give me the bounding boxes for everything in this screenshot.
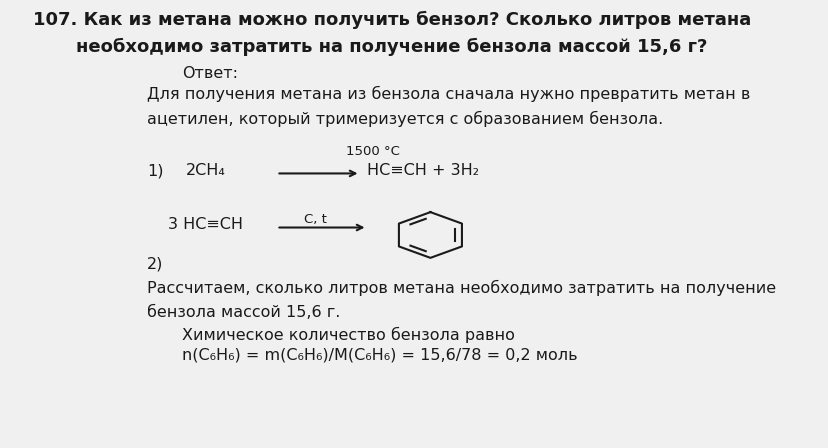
Text: 1): 1): [147, 164, 163, 178]
Text: Ответ:: Ответ:: [182, 66, 238, 81]
Text: Для получения метана из бензола сначала нужно превратить метан в
ацетилен, котор: Для получения метана из бензола сначала …: [147, 86, 749, 127]
Text: C, t: C, t: [304, 213, 327, 226]
Text: 2): 2): [147, 257, 163, 272]
Text: Химическое количество бензола равно: Химическое количество бензола равно: [182, 327, 514, 344]
Text: 2CH₄: 2CH₄: [185, 164, 225, 178]
Text: 3 HC≡CH: 3 HC≡CH: [168, 217, 243, 233]
Text: HC≡CH + 3H₂: HC≡CH + 3H₂: [367, 164, 479, 178]
Text: Рассчитаем, сколько литров метана необходимо затратить на получение
бензола масс: Рассчитаем, сколько литров метана необхо…: [147, 280, 775, 320]
Text: 1500 °C: 1500 °C: [346, 145, 400, 158]
Text: n(C₆H₆) = m(C₆H₆)/M(C₆H₆) = 15,6/78 = 0,2 моль: n(C₆H₆) = m(C₆H₆)/M(C₆H₆) = 15,6/78 = 0,…: [182, 347, 577, 362]
Text: 107. Как из метана можно получить бензол? Сколько литров метана
необходимо затра: 107. Как из метана можно получить бензол…: [33, 11, 750, 56]
